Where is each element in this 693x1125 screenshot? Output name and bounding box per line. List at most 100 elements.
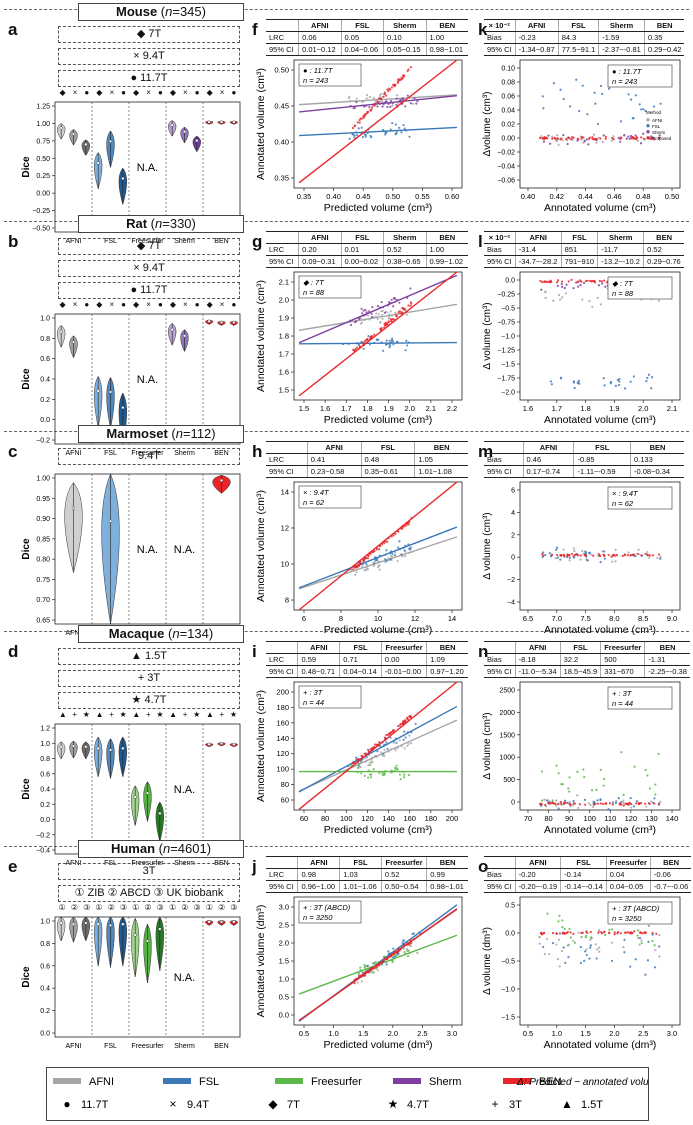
x-tick-label: BEN [214,450,228,457]
table-row: 95% CI -11.0~-5.34 18.5~45.9 331~670 -2.25~-… [484,665,690,678]
x-tick-label: 3.0 [667,1029,677,1038]
inset-frame [607,64,673,88]
scatter-point [557,920,560,923]
legend-method-label: AFNI [89,1076,114,1088]
violin-median [108,139,113,143]
scatter-point [653,797,656,800]
scatter-point [399,723,402,726]
legend-method-label: BEN [539,1076,562,1088]
scatter-point [383,755,386,758]
scatter-point [562,946,565,949]
scatter-point [651,376,654,379]
scatter-point [618,383,621,387]
table-cell: -0.01~0.00 [380,665,427,678]
scatter-point [630,806,633,809]
scatter-point [639,931,643,934]
field-marker: ★ [229,710,238,719]
scatter-point [542,931,546,935]
inset-count-label: n = 88 [303,288,325,297]
scatter-point [554,557,557,560]
scatter-point [387,950,390,953]
x-tick-label: 1.5 [299,404,309,413]
scatter-point [556,958,560,961]
table-corner-cell [484,856,516,869]
scatter-point [603,279,606,282]
y-tick-label: 0.75 [36,577,50,584]
scatter-point [636,934,639,937]
scatter-point [391,104,394,108]
regression-scatter: 0.5 1.0 1.5 2.0 2.5 3.0 3.0 2.5 2.0 1.5 1.0 0.5 0.0 P… [255,896,463,1051]
scatter-point [558,932,562,935]
scatter-point [560,553,563,557]
scatter-point [633,930,636,933]
table-cell: 0.09~0.31 [298,255,342,268]
scatter-point [352,348,355,351]
field-marker: ◆ [169,300,176,309]
table-header-cell: AFNI [522,441,574,454]
y-axis-label: Δ volume (cm³) [482,302,493,369]
not-available-label: N.A. [137,162,158,174]
table-header-cell: Freesurfer [600,641,645,654]
scatter-point [405,313,408,316]
scatter-point [586,113,589,116]
scatter-point [633,765,636,768]
table-cell: -0.14~-0.14 [560,880,607,893]
scatter-point [577,379,580,382]
scatter-point [555,764,558,767]
species-count: (n=345) [157,4,206,19]
scatter-point [409,304,412,307]
y-tick-label: 0.70 [36,597,50,604]
scatter-point [376,105,379,108]
scatter-point [573,386,576,390]
table-header-cell: BEN [644,641,690,654]
scatter-point [657,136,661,139]
scatter-point [568,790,571,793]
scatter-point [650,135,653,138]
y-axis-label: Annotated volume (cm³) [255,68,267,180]
y-tick-label: 0.8 [40,756,50,763]
table-cell: -13.2~-10.2 [597,255,644,268]
scatter-point [410,742,413,745]
scatter-point [614,384,617,387]
scatter-point [551,801,554,805]
scatter-point [589,944,592,947]
regression-line [298,94,458,106]
scatter-point [395,97,398,100]
scatter-point [551,137,554,140]
scatter-point [353,566,357,569]
violin-median [219,120,224,124]
scatter-point [540,799,544,802]
scatter-point [576,137,579,140]
field-strength-box: 3T [58,863,240,880]
scatter-point [580,280,583,283]
scatter-point [620,803,623,806]
scatter-point [551,941,555,945]
scatter-point [624,802,627,806]
scatter-point [584,279,588,283]
table-row: 95% CI 0.17~0.74 -1.11~-0.59 -0.08~0.34 [484,465,684,478]
scatter-point [646,959,650,962]
not-available-label: N.A. [174,784,195,796]
scatter-point [561,919,564,922]
regression-line [298,719,458,792]
scatter-point [623,938,626,941]
scatter-point [602,784,605,787]
y-tick-label: 0.04 [501,108,515,115]
table-cell: 0.52 [643,243,684,256]
field-marker: ● [84,300,90,309]
panel-letter: o [478,857,489,876]
y-tick-label: 0.00 [501,136,515,143]
y-tick-label: 180 [276,703,289,712]
scatter-point [646,376,649,380]
scatter-point [355,97,358,100]
field-marker: + [72,710,78,719]
scatter-point [567,956,570,959]
table-corner-cell [266,231,299,244]
scatter-point [375,966,379,969]
scatter-point [614,548,617,551]
scatter-point [374,101,377,104]
scatter-point [400,553,403,556]
scatter-point [366,314,370,317]
table-cell: -1.31 [644,653,690,666]
field-marker: ◆ [59,88,66,97]
